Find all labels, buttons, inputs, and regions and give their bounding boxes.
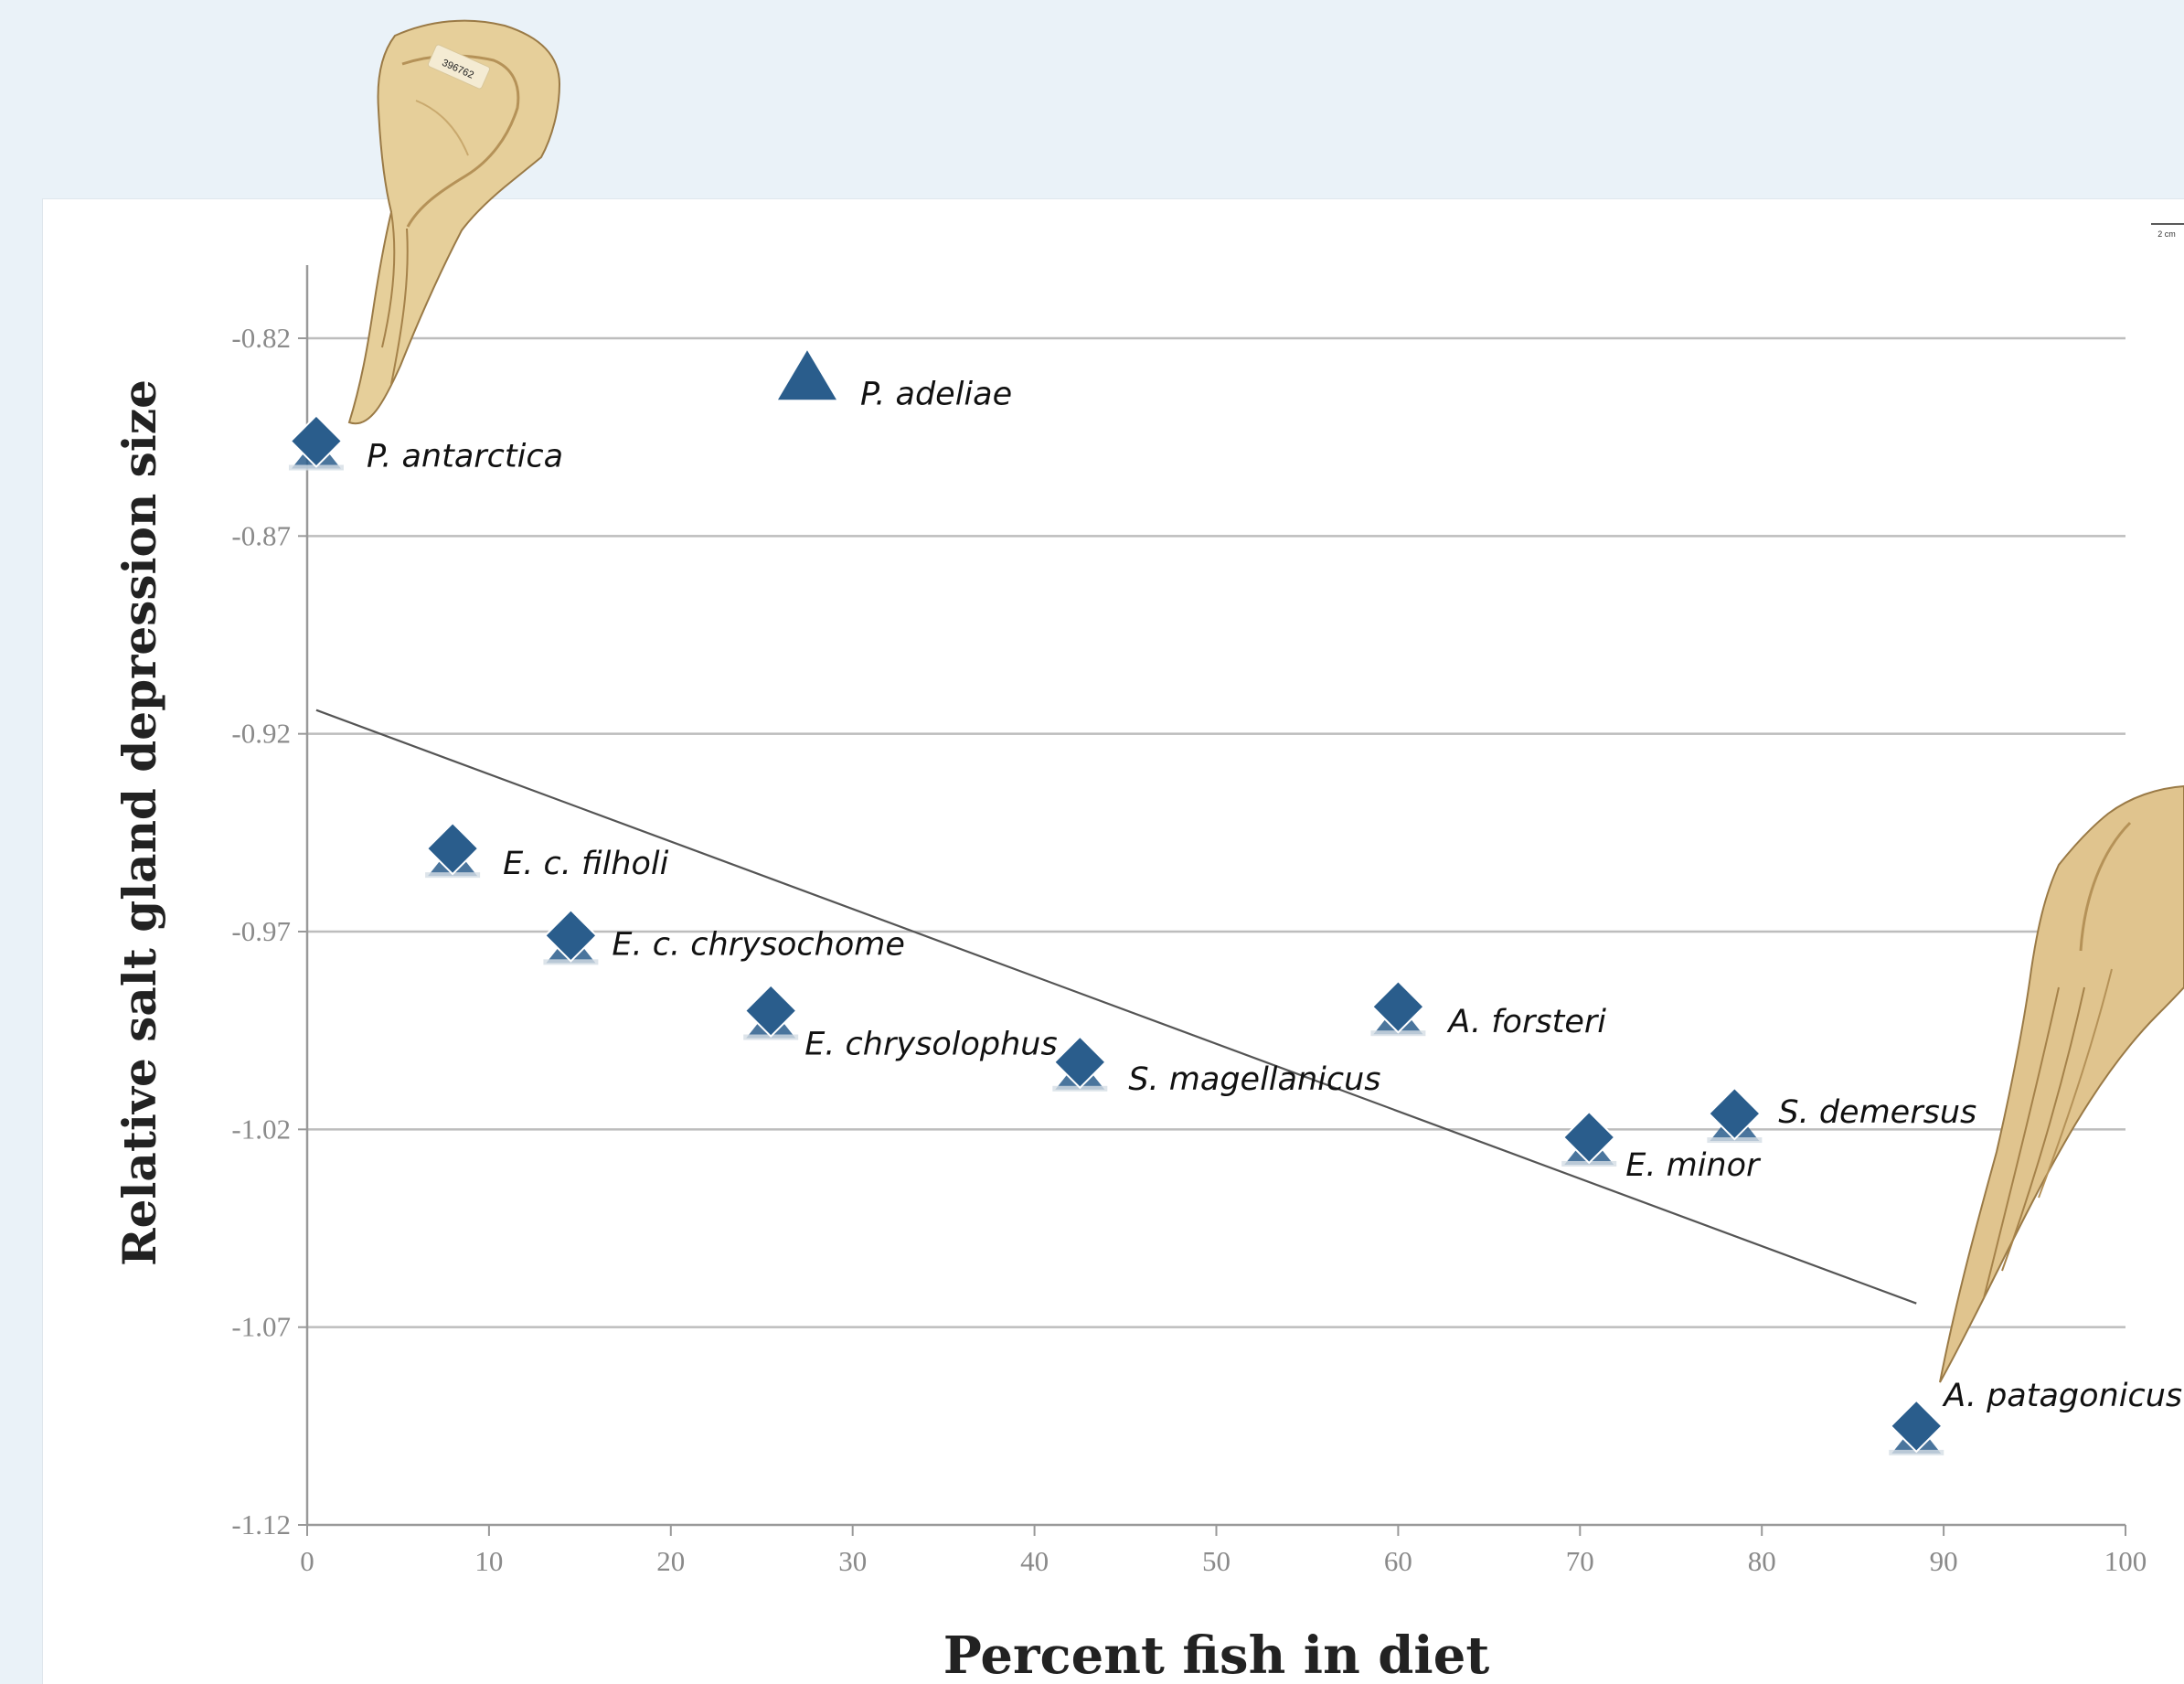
x-tick-label: 30: [838, 1545, 867, 1577]
point-label: E. chrysolophus: [804, 1027, 1058, 1063]
point-label: E. minor: [1625, 1147, 1762, 1184]
x-tick-label: 100: [2104, 1545, 2147, 1577]
y-tick-label: -0.92: [231, 718, 291, 750]
diamond-marker: [1707, 1086, 1762, 1141]
axes: [298, 265, 2126, 1536]
scale-bar-label: 2 cm: [2157, 229, 2176, 239]
y-tick-label: -0.87: [231, 519, 291, 551]
x-tick-label: 40: [1020, 1545, 1049, 1577]
trend-line: [315, 709, 1917, 1305]
diamond-marker: [1370, 979, 1425, 1034]
diamond-marker: [1561, 1110, 1616, 1165]
y-tick-label: -1.12: [231, 1508, 291, 1540]
point-label: P. adeliae: [860, 376, 1012, 412]
data-points: [288, 350, 1944, 1455]
x-tick-label: 60: [1384, 1545, 1412, 1577]
point-label: P. antarctica: [367, 438, 563, 474]
triangle-marker: [777, 350, 836, 400]
point-label: S. magellanicus: [1128, 1061, 1380, 1098]
y-tick-label: -0.82: [231, 322, 291, 354]
diamond-marker: [743, 984, 798, 1038]
x-axis-title: Percent fish in diet: [943, 1625, 1490, 1683]
tick-labels: -0.82 -0.87 -0.92 -0.97 -1.02 -1.07 -1.12 0 10 20…: [231, 322, 2147, 1577]
y-tick-label: -1.07: [231, 1311, 291, 1343]
y-tick-label: -1.02: [231, 1113, 291, 1145]
diamond-marker: [289, 414, 344, 468]
point-label: S. demersus: [1778, 1094, 1976, 1131]
x-tick-label: 10: [474, 1545, 503, 1577]
x-tick-label: 20: [656, 1545, 685, 1577]
diamond-marker: [1052, 1035, 1107, 1090]
x-tick-label: 80: [1748, 1545, 1776, 1577]
point-label: A. patagonicus: [1942, 1378, 2182, 1414]
skull-illustration-top: 396762: [347, 19, 561, 425]
point-label: A. forsteri: [1446, 1004, 1606, 1040]
scale-bar: 2 cm: [2151, 223, 2184, 239]
y-axis-title: Relative salt gland depression size: [112, 379, 166, 1266]
point-labels: P. antarctica P. adeliae E. c. filholi E. c…: [367, 376, 2182, 1414]
x-tick-label: 90: [1930, 1545, 1958, 1577]
gridlines: [307, 336, 2125, 1328]
diamond-marker: [1889, 1399, 1944, 1454]
point-label: E. c. filholi: [503, 846, 669, 882]
skull-illustration-right: [1939, 784, 2184, 1383]
point-label: E. c. chrysochome: [612, 926, 905, 963]
x-tick-label: 0: [300, 1545, 314, 1577]
x-tick-label: 50: [1202, 1545, 1230, 1577]
y-tick-label: -0.97: [231, 915, 291, 947]
x-tick-label: 70: [1566, 1545, 1594, 1577]
chart-panel: [42, 198, 2184, 1684]
diamond-marker: [425, 821, 480, 876]
diamond-marker: [543, 908, 598, 963]
